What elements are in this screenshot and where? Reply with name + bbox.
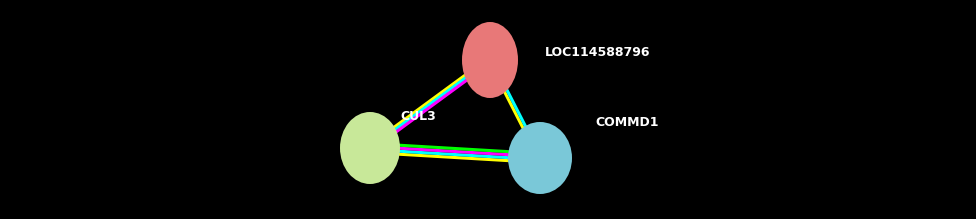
Text: CUL3: CUL3: [400, 110, 435, 122]
Ellipse shape: [462, 22, 518, 98]
Text: LOC114588796: LOC114588796: [545, 46, 650, 58]
Text: COMMD1: COMMD1: [595, 117, 659, 129]
Ellipse shape: [340, 112, 400, 184]
Ellipse shape: [508, 122, 572, 194]
